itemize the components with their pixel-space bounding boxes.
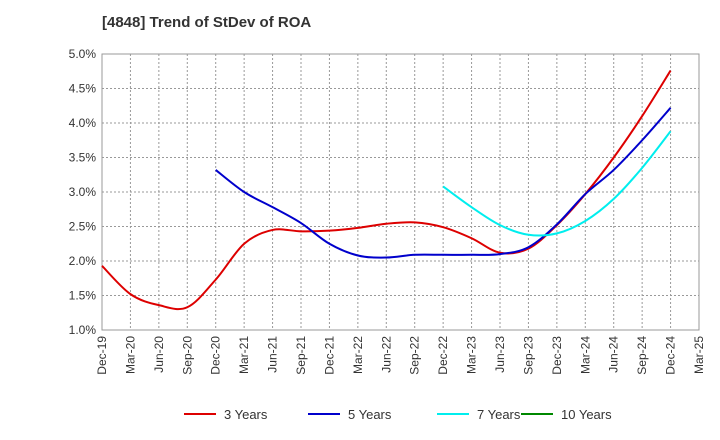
x-tick-label: Sep-21: [294, 336, 308, 375]
x-tick-label: Mar-23: [465, 336, 479, 374]
x-tick-label: Dec-24: [664, 336, 678, 375]
legend: 3 Years 5 Years 7 Years 10 Years: [184, 407, 612, 422]
x-tick-label: Mar-20: [123, 336, 137, 374]
legend-label-5-years: 5 Years: [348, 407, 392, 422]
chart-title: [4848] Trend of StDev of ROA: [102, 14, 312, 31]
x-tick-label: Dec-21: [322, 336, 336, 375]
legend-label-7-years: 7 Years: [477, 407, 521, 422]
x-tick-label: Mar-25: [692, 336, 706, 374]
x-tick-label: Dec-22: [436, 336, 450, 375]
x-axis: Dec-19 Mar-20 Jun-20 Sep-20 Dec-20 Mar-21 Jun-…: [95, 336, 706, 375]
y-axis: 1.0% 1.5% 2.0% 2.5% 3.0% 3.5% 4.0% 4.5% 5.0%: [69, 47, 97, 337]
legend-label-10-years: 10 Years: [561, 407, 612, 422]
x-tick-label: Sep-20: [180, 336, 194, 375]
x-tick-label: Mar-22: [351, 336, 365, 374]
y-tick-label: 1.5%: [69, 289, 97, 303]
y-tick-label: 2.0%: [69, 254, 97, 268]
series-line-5-years: [215, 107, 672, 259]
x-tick-label: Jun-20: [152, 336, 166, 373]
y-tick-label: 1.0%: [69, 323, 97, 337]
x-tick-label: Jun-21: [266, 336, 280, 373]
x-tick-label: Mar-24: [578, 336, 592, 374]
y-tick-label: 5.0%: [69, 47, 97, 61]
y-tick-label: 3.5%: [69, 151, 97, 165]
x-tick-label: Mar-21: [237, 336, 251, 374]
x-tick-label: Sep-22: [408, 336, 422, 375]
x-tick-label: Dec-23: [550, 336, 564, 375]
x-tick-label: Dec-19: [95, 336, 109, 375]
grid: [102, 54, 699, 330]
series-lines: [101, 70, 672, 311]
y-tick-label: 4.0%: [69, 116, 97, 130]
y-tick-label: 4.5%: [69, 82, 97, 96]
x-tick-label: Jun-23: [493, 336, 507, 373]
legend-label-3-years: 3 Years: [224, 407, 268, 422]
x-tick-label: Jun-24: [607, 336, 621, 373]
x-tick-label: Dec-20: [209, 336, 223, 375]
y-tick-label: 3.0%: [69, 185, 97, 199]
series-line-7-years: [442, 130, 672, 237]
x-tick-label: Sep-24: [635, 336, 649, 375]
y-tick-label: 2.5%: [69, 220, 97, 234]
x-tick-label: Sep-23: [521, 336, 535, 375]
x-tick-label: Jun-22: [379, 336, 393, 373]
